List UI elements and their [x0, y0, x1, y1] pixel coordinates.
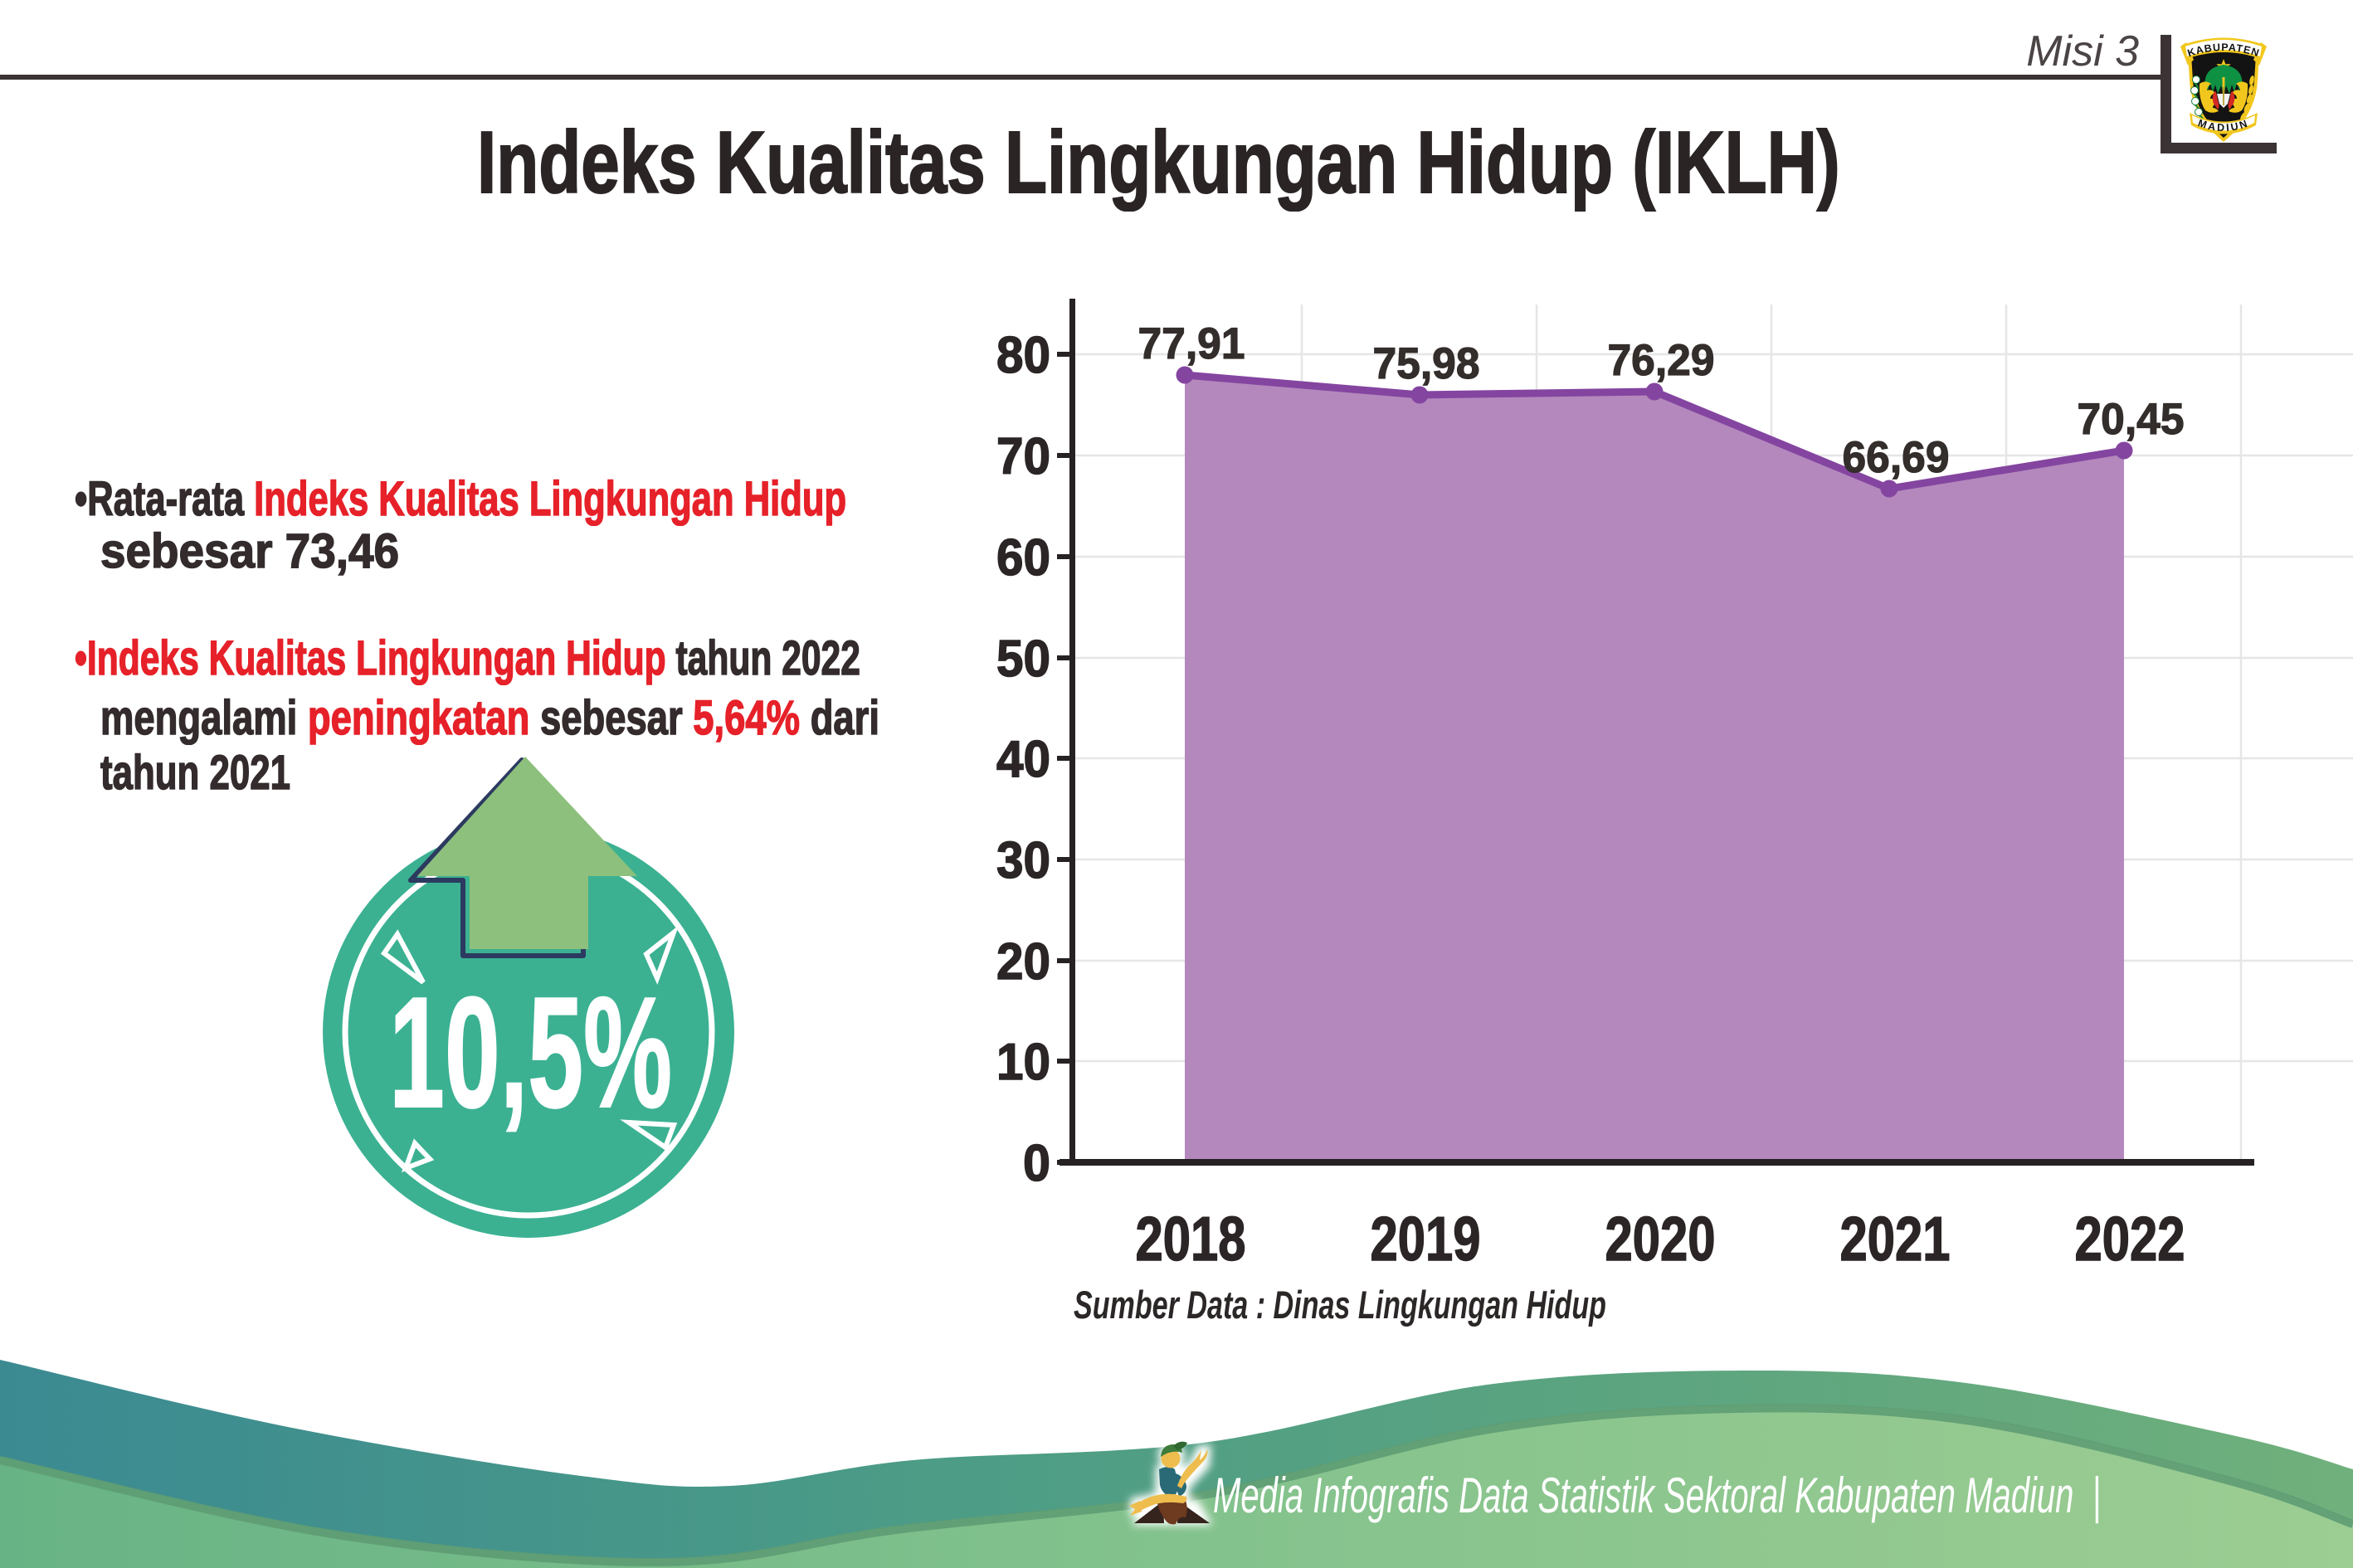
svg-text:2022: 2022 — [2075, 1204, 2185, 1273]
svg-text:76,29: 76,29 — [1608, 336, 1715, 385]
svg-text:20: 20 — [996, 933, 1050, 991]
svg-text:2018: 2018 — [1136, 1204, 1246, 1273]
svg-text:0: 0 — [1023, 1135, 1050, 1192]
svg-text:70: 70 — [996, 428, 1050, 485]
svg-text:10: 10 — [996, 1034, 1050, 1091]
svg-text:MADIUN: MADIUN — [2196, 117, 2250, 134]
svg-text:70,45: 70,45 — [2078, 395, 2185, 444]
svg-text:77,91: 77,91 — [1138, 319, 1245, 368]
svg-text:66,69: 66,69 — [1843, 433, 1950, 482]
svg-text:80: 80 — [996, 327, 1050, 384]
svg-text:75,98: 75,98 — [1373, 339, 1480, 388]
svg-text:30: 30 — [996, 832, 1050, 889]
svg-text:2020: 2020 — [1605, 1204, 1716, 1273]
svg-text:Sumber Data : Dinas Lingkungan: Sumber Data : Dinas Lingkungan Hidup — [1074, 1283, 1606, 1327]
svg-text:60: 60 — [996, 529, 1050, 587]
svg-text:KABUPATEN: KABUPATEN — [2186, 41, 2262, 59]
svg-text:50: 50 — [996, 631, 1050, 688]
svg-text:2019: 2019 — [1371, 1204, 1481, 1273]
svg-text:40: 40 — [996, 731, 1050, 788]
svg-text:2021: 2021 — [1840, 1204, 1951, 1273]
